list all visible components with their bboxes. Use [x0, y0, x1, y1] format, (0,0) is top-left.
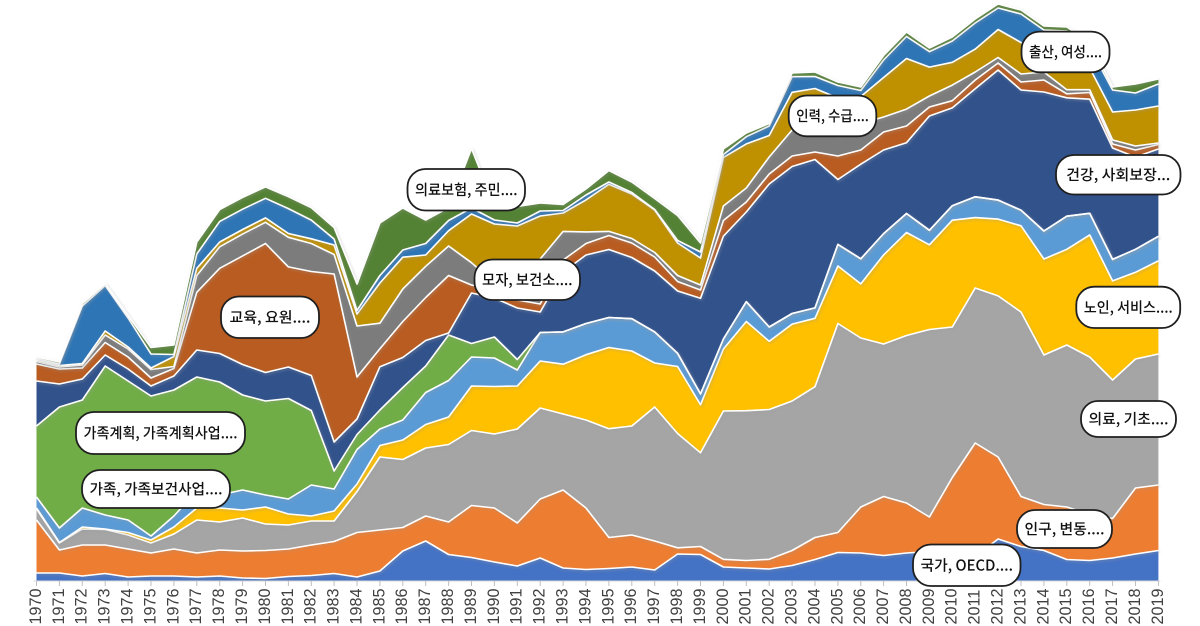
svg-text:2018: 2018	[1126, 588, 1144, 624]
svg-text:2007: 2007	[874, 588, 892, 624]
svg-text:1998: 1998	[668, 588, 686, 624]
svg-text:1996: 1996	[622, 588, 640, 624]
svg-text:1990: 1990	[485, 588, 503, 624]
svg-text:1987: 1987	[416, 588, 434, 624]
svg-text:2008: 2008	[897, 588, 915, 624]
svg-text:2006: 2006	[851, 588, 869, 624]
svg-text:2011: 2011	[966, 590, 984, 625]
svg-text:1970: 1970	[27, 588, 45, 624]
svg-text:1971: 1971	[50, 588, 68, 624]
svg-text:1991: 1991	[508, 588, 526, 624]
svg-text:1974: 1974	[119, 588, 137, 624]
svg-text:1981: 1981	[279, 588, 297, 624]
svg-text:1993: 1993	[554, 588, 572, 624]
svg-text:2016: 2016	[1080, 588, 1098, 624]
svg-text:1995: 1995	[599, 588, 617, 624]
svg-text:1975: 1975	[141, 588, 159, 624]
svg-text:1992: 1992	[531, 588, 549, 624]
svg-text:1999: 1999	[691, 588, 709, 624]
svg-text:1983: 1983	[325, 588, 343, 624]
svg-text:1994: 1994	[576, 588, 594, 624]
svg-text:1982: 1982	[302, 588, 320, 624]
svg-text:2005: 2005	[828, 588, 846, 624]
svg-text:2001: 2001	[737, 588, 755, 624]
svg-text:1980: 1980	[256, 588, 274, 624]
svg-text:1973: 1973	[96, 588, 114, 624]
svg-text:2013: 2013	[1011, 588, 1029, 624]
svg-text:1976: 1976	[164, 588, 182, 624]
svg-text:1979: 1979	[233, 588, 251, 624]
svg-text:1989: 1989	[462, 588, 480, 624]
svg-text:2014: 2014	[1034, 588, 1052, 624]
svg-text:2009: 2009	[920, 588, 938, 624]
svg-text:1985: 1985	[370, 588, 388, 624]
svg-text:2015: 2015	[1057, 588, 1075, 624]
svg-text:2000: 2000	[714, 588, 732, 624]
svg-text:2017: 2017	[1103, 588, 1121, 624]
svg-text:1978: 1978	[210, 588, 228, 624]
svg-text:1972: 1972	[73, 588, 91, 624]
svg-text:2012: 2012	[989, 588, 1007, 624]
svg-text:1997: 1997	[645, 588, 663, 624]
svg-text:1986: 1986	[393, 588, 411, 624]
svg-text:2003: 2003	[783, 588, 801, 624]
svg-text:2004: 2004	[805, 588, 823, 624]
svg-text:2019: 2019	[1149, 588, 1167, 624]
svg-text:1988: 1988	[439, 588, 457, 624]
svg-text:2010: 2010	[943, 588, 961, 624]
svg-text:1977: 1977	[187, 588, 205, 624]
svg-text:1984: 1984	[347, 588, 365, 624]
svg-text:2002: 2002	[760, 588, 778, 624]
